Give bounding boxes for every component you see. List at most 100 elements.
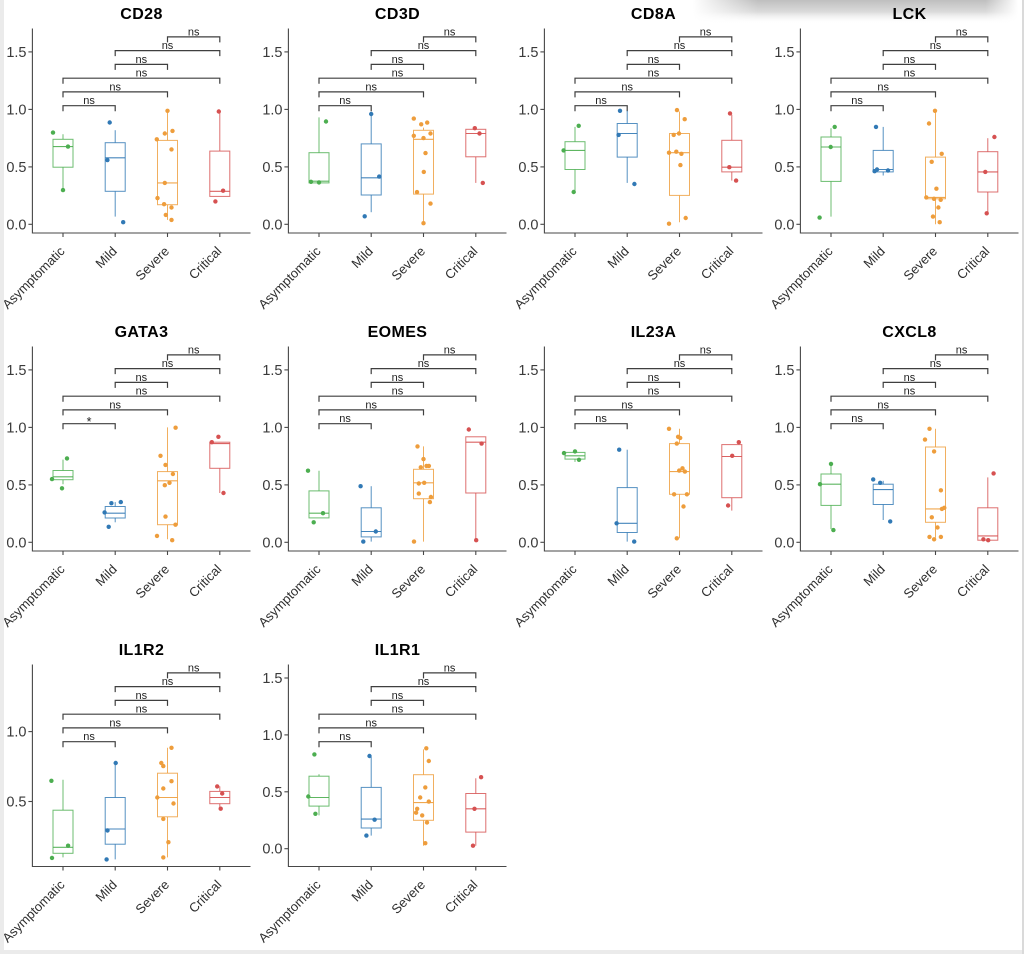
svg-text:ns: ns <box>674 358 686 370</box>
svg-text:ns: ns <box>188 662 200 674</box>
svg-text:ns: ns <box>109 399 121 411</box>
svg-text:IL23A: IL23A <box>631 324 677 341</box>
svg-text:ns: ns <box>648 372 660 384</box>
svg-text:ns: ns <box>136 704 148 716</box>
svg-text:0.0: 0.0 <box>774 217 794 233</box>
svg-text:ns: ns <box>595 413 607 425</box>
svg-text:1.5: 1.5 <box>518 363 538 379</box>
svg-text:1.0: 1.0 <box>6 420 26 436</box>
svg-text:1.5: 1.5 <box>774 363 794 379</box>
svg-text:ns: ns <box>392 386 404 398</box>
svg-text:1.5: 1.5 <box>262 671 282 687</box>
svg-text:0.0: 0.0 <box>262 217 282 233</box>
svg-text:1.0: 1.0 <box>6 102 26 118</box>
svg-text:*: * <box>87 415 92 429</box>
svg-text:ns: ns <box>162 676 174 688</box>
svg-text:ns: ns <box>648 68 660 80</box>
svg-text:ns: ns <box>339 95 351 107</box>
svg-text:1.0: 1.0 <box>262 420 282 436</box>
svg-text:0.5: 0.5 <box>262 478 282 494</box>
svg-text:ns: ns <box>188 344 200 356</box>
svg-text:EOMES: EOMES <box>368 324 428 341</box>
svg-text:0.5: 0.5 <box>518 160 538 176</box>
svg-text:0.0: 0.0 <box>262 842 282 858</box>
svg-text:ns: ns <box>339 413 351 425</box>
svg-text:ns: ns <box>365 399 377 411</box>
svg-text:1.0: 1.0 <box>262 102 282 118</box>
svg-text:ns: ns <box>392 54 404 66</box>
svg-text:ns: ns <box>595 95 607 107</box>
svg-text:ns: ns <box>135 372 147 384</box>
svg-text:ns: ns <box>700 344 712 356</box>
svg-text:ns: ns <box>162 40 174 52</box>
svg-text:1.5: 1.5 <box>774 45 794 61</box>
svg-text:ns: ns <box>83 731 95 743</box>
svg-text:1.0: 1.0 <box>518 420 538 436</box>
svg-text:ns: ns <box>956 344 968 356</box>
svg-text:GATA3: GATA3 <box>115 324 169 341</box>
svg-text:0.5: 0.5 <box>6 160 26 176</box>
svg-text:1.5: 1.5 <box>262 45 282 61</box>
svg-text:1.0: 1.0 <box>262 728 282 744</box>
svg-text:ns: ns <box>418 358 430 370</box>
svg-text:IL1R1: IL1R1 <box>375 642 421 659</box>
svg-text:IL1R2: IL1R2 <box>119 642 165 659</box>
svg-text:CXCL8: CXCL8 <box>882 324 936 341</box>
svg-text:ns: ns <box>444 662 456 674</box>
svg-text:0.5: 0.5 <box>6 478 26 494</box>
svg-text:ns: ns <box>392 68 404 80</box>
svg-text:ns: ns <box>877 399 889 411</box>
svg-text:ns: ns <box>135 54 147 66</box>
svg-text:ns: ns <box>109 717 121 729</box>
svg-text:ns: ns <box>904 372 916 384</box>
svg-text:ns: ns <box>392 372 404 384</box>
svg-text:0.0: 0.0 <box>518 535 538 551</box>
svg-text:ns: ns <box>444 344 456 356</box>
svg-text:0.5: 0.5 <box>774 160 794 176</box>
svg-text:ns: ns <box>904 386 916 398</box>
svg-text:ns: ns <box>930 358 942 370</box>
svg-text:1.0: 1.0 <box>774 102 794 118</box>
svg-text:ns: ns <box>700 26 712 38</box>
svg-text:0.0: 0.0 <box>262 535 282 551</box>
svg-text:ns: ns <box>904 68 916 80</box>
svg-text:CD8A: CD8A <box>631 6 676 23</box>
svg-text:ns: ns <box>956 26 968 38</box>
svg-text:1.5: 1.5 <box>518 45 538 61</box>
svg-text:0.0: 0.0 <box>774 535 794 551</box>
svg-text:0.5: 0.5 <box>774 478 794 494</box>
svg-text:ns: ns <box>365 81 377 93</box>
svg-text:0.5: 0.5 <box>262 785 282 801</box>
svg-text:1.0: 1.0 <box>774 420 794 436</box>
svg-text:1.5: 1.5 <box>262 363 282 379</box>
svg-text:ns: ns <box>135 690 147 702</box>
svg-text:0.5: 0.5 <box>6 795 26 811</box>
svg-text:LCK: LCK <box>892 6 926 23</box>
svg-text:ns: ns <box>648 386 660 398</box>
svg-text:ns: ns <box>851 413 863 425</box>
svg-text:1.0: 1.0 <box>518 102 538 118</box>
svg-text:0.5: 0.5 <box>262 160 282 176</box>
svg-text:0.0: 0.0 <box>6 535 26 551</box>
svg-text:CD3D: CD3D <box>375 6 420 23</box>
svg-text:ns: ns <box>674 40 686 52</box>
svg-text:ns: ns <box>109 81 121 93</box>
svg-text:0.0: 0.0 <box>518 217 538 233</box>
svg-text:ns: ns <box>621 81 633 93</box>
svg-text:ns: ns <box>621 399 633 411</box>
svg-text:ns: ns <box>418 676 430 688</box>
svg-text:ns: ns <box>83 95 95 107</box>
svg-text:1.5: 1.5 <box>6 363 26 379</box>
svg-text:ns: ns <box>392 704 404 716</box>
svg-text:ns: ns <box>930 40 942 52</box>
svg-text:ns: ns <box>365 717 377 729</box>
svg-text:ns: ns <box>162 358 174 370</box>
svg-text:ns: ns <box>418 40 430 52</box>
svg-text:ns: ns <box>904 54 916 66</box>
svg-text:ns: ns <box>444 26 456 38</box>
svg-text:ns: ns <box>339 731 351 743</box>
svg-text:ns: ns <box>136 68 148 80</box>
svg-text:ns: ns <box>851 95 863 107</box>
svg-text:1.5: 1.5 <box>6 45 26 61</box>
svg-text:0.0: 0.0 <box>6 217 26 233</box>
